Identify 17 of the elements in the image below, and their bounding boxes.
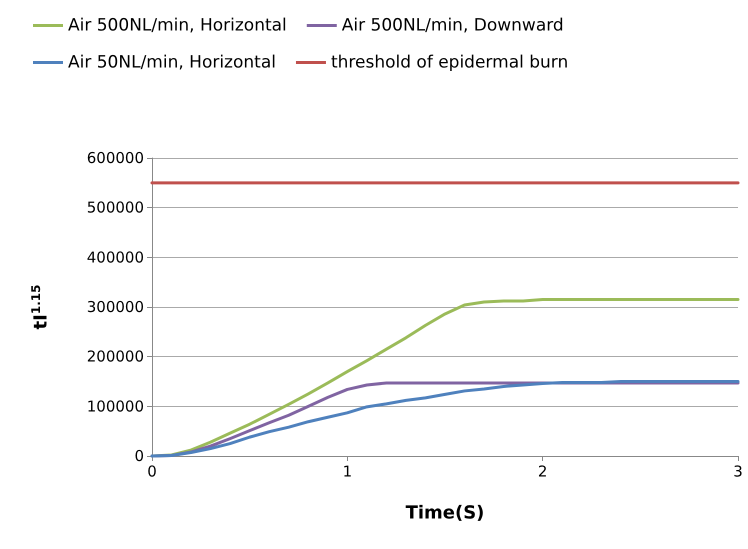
legend-label: threshold of epidermal burn [330, 52, 568, 72]
y-axis-title: tI1.15 [29, 284, 52, 330]
y-tick-label: 200000 [86, 348, 144, 366]
x-tick-label: 3 [733, 462, 743, 480]
y-tick-label: 600000 [86, 149, 144, 167]
x-tick-label: 2 [538, 462, 548, 480]
y-tick-label: 500000 [86, 198, 144, 217]
y-tick-label: 100000 [86, 397, 144, 416]
x-axis-title: Time(S) [406, 502, 484, 524]
legend-label: Air 50NL/min, Horizontal [68, 52, 276, 72]
x-tick-label: 0 [147, 462, 157, 480]
legend-label: Air 500NL/min, Downward [342, 16, 564, 36]
legend-label: Air 500NL/min, Horizontal [68, 16, 287, 36]
x-tick-label: 1 [342, 462, 352, 480]
y-tick-label: 300000 [86, 298, 144, 316]
y-tick-label: 0 [134, 447, 144, 465]
y-tick-label: 400000 [86, 248, 144, 266]
